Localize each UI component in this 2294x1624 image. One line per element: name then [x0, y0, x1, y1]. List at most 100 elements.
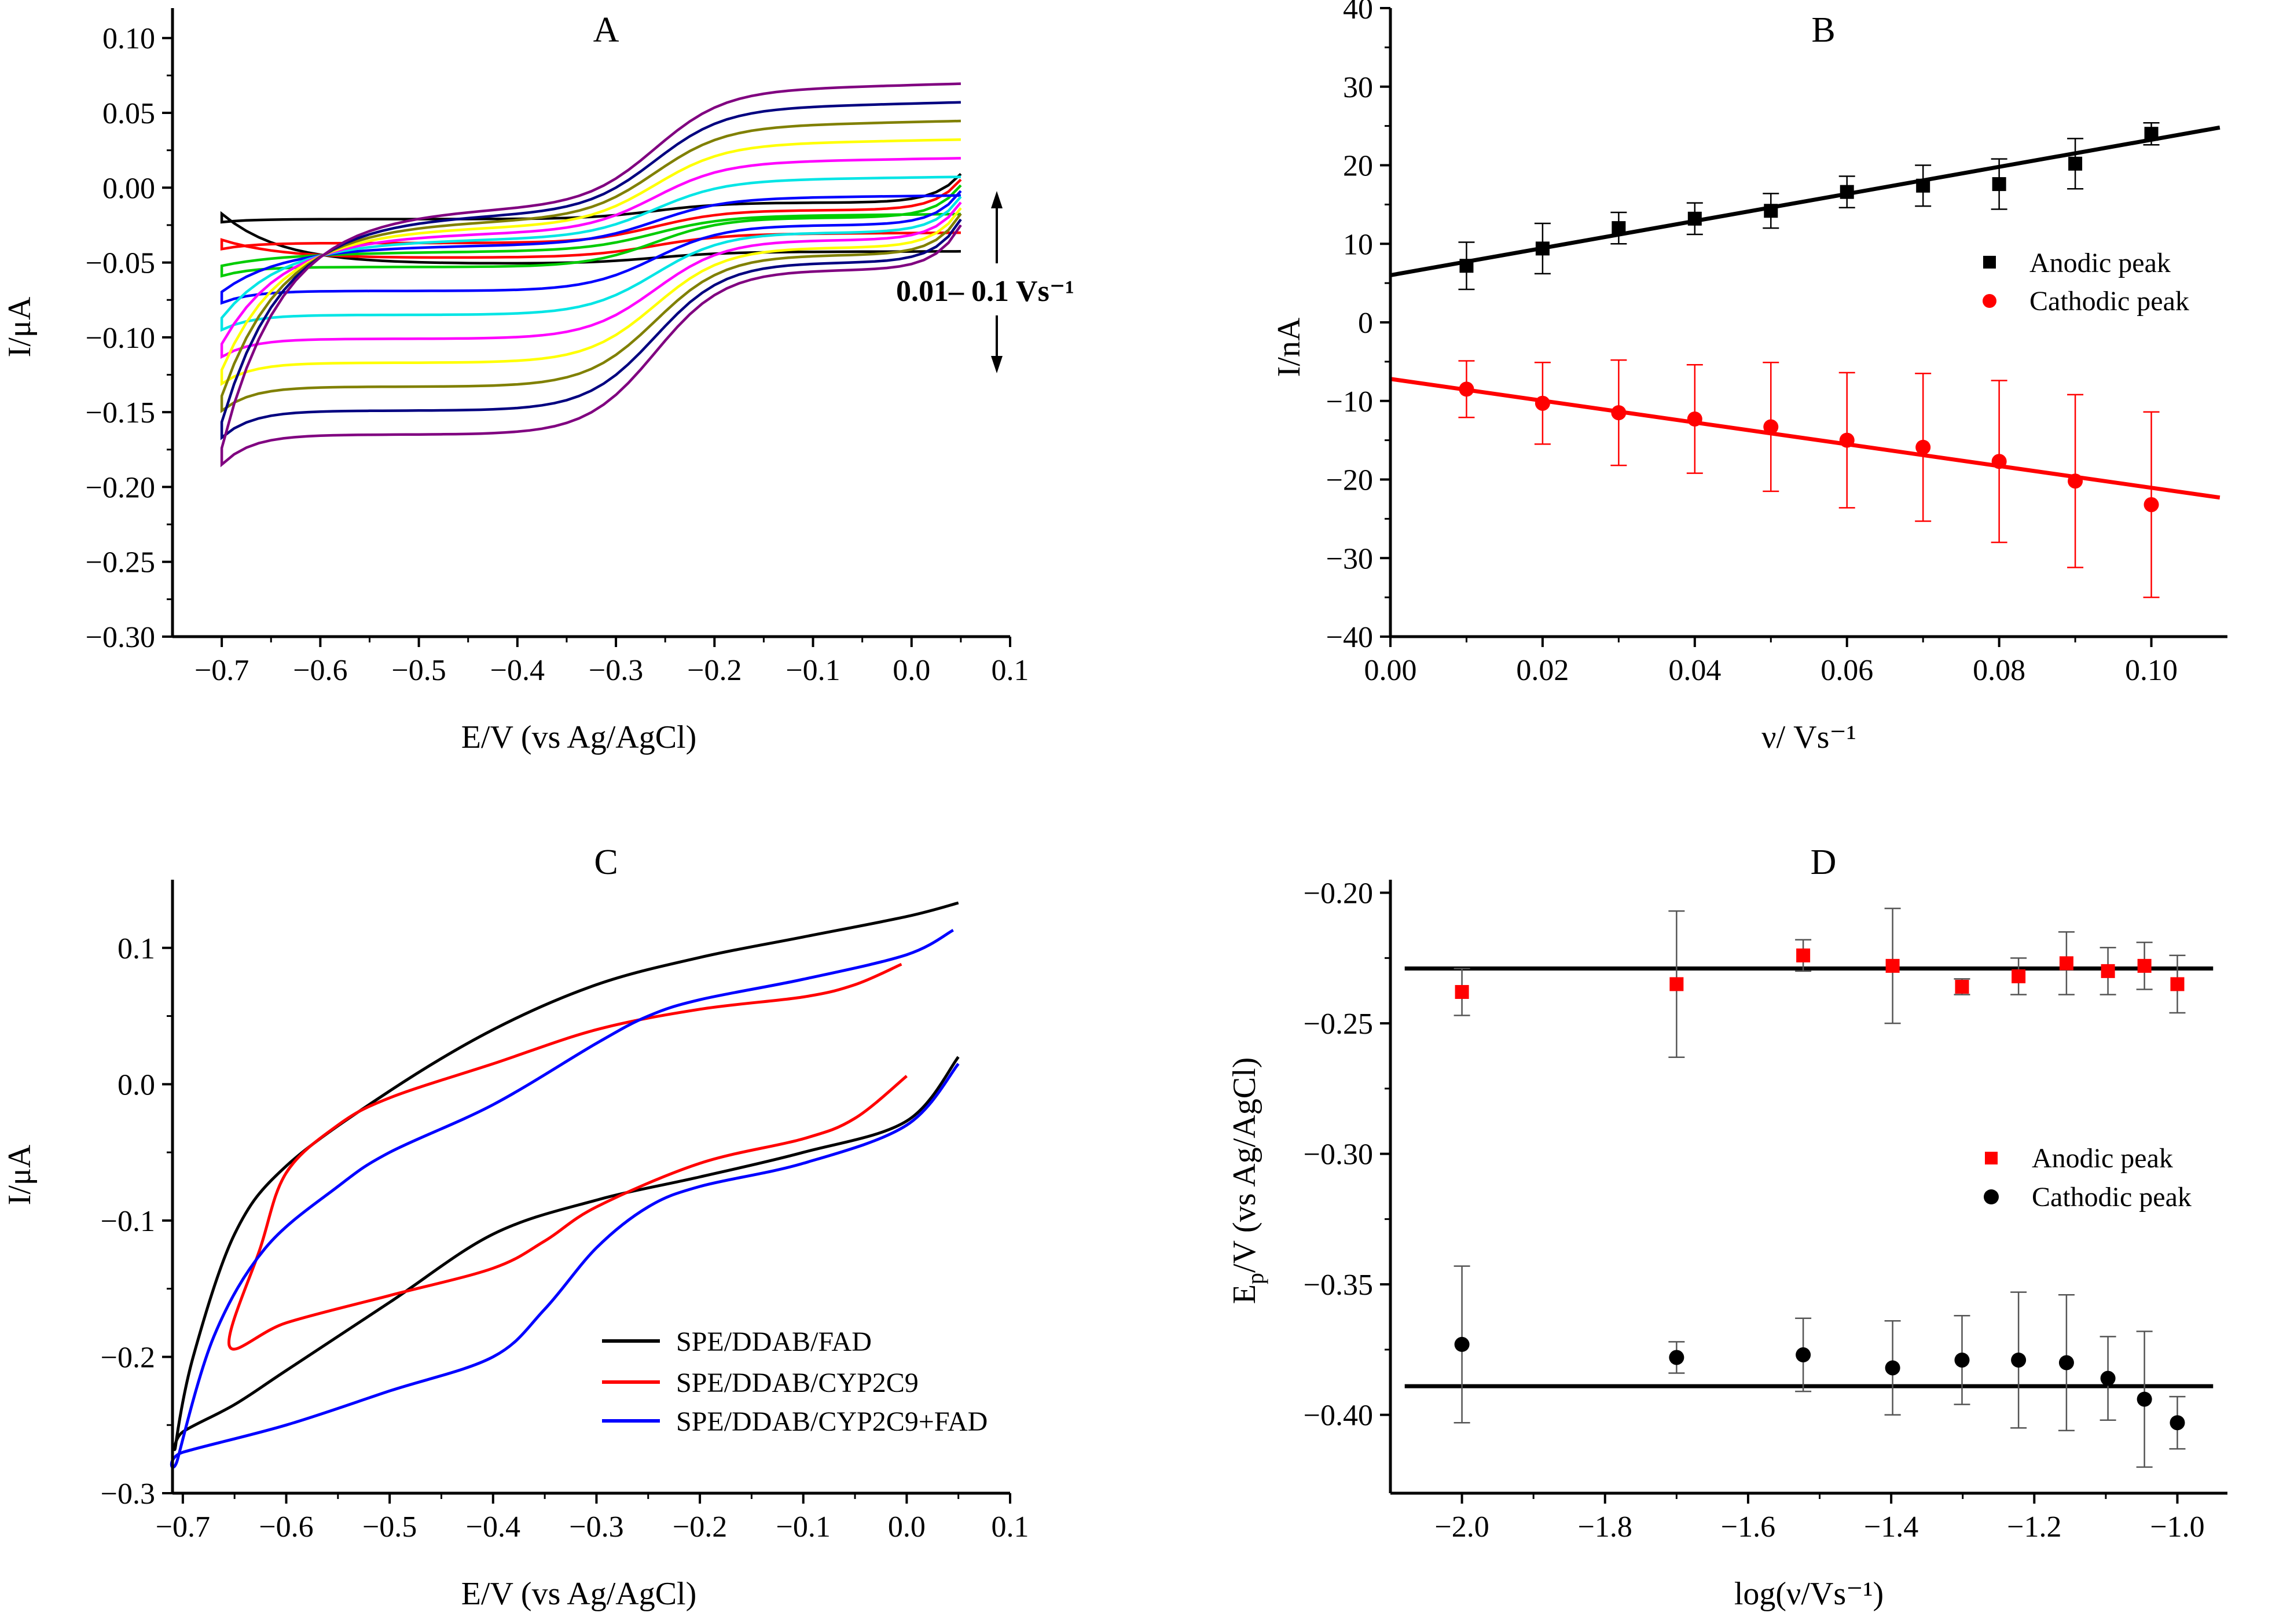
x-tick-label: 0.04: [1668, 654, 1721, 687]
legend-d-cathodic-marker: [1984, 1189, 1999, 1204]
panel-d-x-ticks: −2.0 −1.8 −1.6 −1.4 −1.2 −1.0: [1434, 1493, 2205, 1544]
x-tick-label: 0.1: [992, 654, 1029, 687]
x-tick-label: −0.3: [569, 1511, 623, 1544]
x-tick-label: −0.4: [490, 654, 545, 687]
data-point-square: [1885, 958, 1900, 973]
x-tick-label: 0.00: [1364, 654, 1417, 687]
y-tick-label: −40: [1326, 621, 1373, 654]
cv-curve-3: [170, 928, 960, 1469]
x-tick-label: −0.6: [293, 654, 347, 687]
data-point-circle: [2170, 1415, 2185, 1431]
x-tick-label: −0.1: [776, 1511, 831, 1544]
x-tick-label: 0.10: [2125, 654, 2178, 687]
x-tick-label: −1.8: [1578, 1511, 1632, 1544]
y-tick-label: −30: [1326, 542, 1373, 575]
legend-cyp2c9-label: SPE/DDAB/CYP2C9: [676, 1368, 919, 1398]
data-point-square: [1916, 178, 1930, 193]
data-point-square: [1796, 948, 1811, 962]
panel-b-series: [1390, 122, 2220, 598]
y-tick-label: −0.25: [86, 546, 155, 579]
data-point-circle: [1763, 419, 1779, 435]
scan-rate-annotation: 0.01– 0.1 Vs⁻¹: [896, 191, 1074, 373]
data-point-square: [1612, 221, 1626, 236]
data-point-square: [1455, 984, 1469, 999]
legend-anodic-label: Anodic peak: [2029, 248, 2171, 278]
y-tick-label: −0.05: [86, 247, 155, 280]
panel-b-y-ticks: 40 30 20 10 0 −10 −20 −30 −40: [1326, 0, 1390, 654]
panel-c-x-ticks: −0.7 −0.6 −0.5 −0.4 −0.3 −0.2 −0.1 0.0 0.1: [156, 1493, 1029, 1544]
panel-d-legend: Anodic peak Cathodic peak: [1984, 1143, 2192, 1213]
y-tick-label: −0.30: [1304, 1138, 1373, 1171]
x-tick-label: −0.3: [589, 654, 643, 687]
y-tick-label: 0.00: [102, 172, 155, 205]
panel-c-axes: [171, 880, 1010, 1495]
data-point-square: [2170, 977, 2185, 991]
x-tick-label: −0.2: [673, 1511, 727, 1544]
y-tick-label: −0.30: [86, 621, 155, 654]
voltammogram-7: [220, 138, 962, 386]
data-point-square: [1459, 259, 1474, 273]
panel-d-y-label-e: E: [1227, 1284, 1262, 1304]
voltammogram-2: [220, 178, 962, 259]
data-point-circle: [1535, 395, 1550, 411]
data-point-square: [2101, 964, 2115, 978]
y-tick-label: −0.15: [86, 396, 155, 429]
x-tick-label: −2.0: [1434, 1511, 1489, 1544]
data-point-square: [2059, 956, 2073, 971]
x-tick-label: −0.1: [786, 654, 840, 687]
panel-d-series: [1404, 907, 2214, 1468]
y-tick-label: −0.1: [101, 1205, 155, 1238]
data-point-square: [1764, 204, 1778, 218]
data-point-square: [1840, 185, 1854, 199]
y-tick-label: −0.20: [86, 471, 155, 504]
y-tick-label: −0.2: [101, 1341, 155, 1374]
panel-b-x-ticks: 0.00 0.02 0.04 0.06 0.08 0.10: [1364, 637, 2178, 687]
panel-c-y-ticks: 0.1 0.0 −0.1 −0.2 −0.3: [101, 932, 172, 1511]
data-point-circle: [1885, 1360, 1900, 1376]
x-tick-label: 0.0: [893, 654, 930, 687]
panel-a-y-label: I/μA: [2, 296, 38, 357]
y-tick-label: −0.3: [101, 1478, 155, 1511]
data-point-square: [2144, 127, 2159, 141]
x-tick-label: 0.0: [888, 1511, 926, 1544]
data-point-circle: [1669, 1350, 1684, 1365]
data-point-circle: [2100, 1371, 2116, 1386]
x-tick-label: 0.02: [1516, 654, 1569, 687]
data-point-circle: [1839, 432, 1855, 448]
panel-d-title: D: [1811, 843, 1837, 882]
x-tick-label: −1.6: [1721, 1511, 1775, 1544]
voltammogram-3: [220, 184, 962, 278]
y-tick-label: 0.0: [118, 1068, 155, 1101]
y-tick-label: −0.40: [1304, 1399, 1373, 1432]
x-tick-label: 0.08: [1973, 654, 2025, 687]
data-point-circle: [1954, 1352, 1970, 1368]
panel-d-y-label-sub: p: [1242, 1273, 1268, 1284]
data-point-circle: [1991, 454, 2007, 469]
legend-fad-label: SPE/DDAB/FAD: [676, 1327, 872, 1357]
data-point-square: [1955, 979, 1969, 994]
x-tick-label: −0.5: [362, 1511, 417, 1544]
y-tick-label: 0.05: [102, 97, 155, 130]
panel-c-x-label: E/V (vs Ag/AgCl): [461, 1576, 697, 1612]
panel-b-x-label-text: ν/ Vs⁻¹: [1761, 719, 1856, 755]
panel-b-x-label: ν/ Vs⁻¹: [1761, 719, 1856, 755]
panel-a-axes: [171, 8, 1010, 638]
y-tick-label: −10: [1326, 385, 1373, 418]
panel-c: C −0.7 −0.6 −0.5 −0.4 −0.3 −0.2 −0.1 0.0 0.1 0.1…: [2, 843, 1029, 1612]
y-tick-label: 0.10: [102, 23, 155, 56]
y-tick-label: 40: [1343, 0, 1373, 25]
scan-rate-label: 0.01– 0.1 Vs⁻¹: [896, 275, 1074, 308]
x-tick-label: −0.7: [156, 1511, 210, 1544]
x-tick-label: −0.7: [194, 654, 249, 687]
legend-cathodic-label: Cathodic peak: [2029, 286, 2189, 317]
data-point-square: [2137, 958, 2152, 973]
y-tick-label: 10: [1343, 228, 1373, 261]
y-tick-label: 0.1: [118, 932, 155, 965]
data-point-circle: [2143, 497, 2159, 512]
panel-d-axes: [1389, 880, 2227, 1495]
cv-curve-2: [227, 962, 908, 1351]
panel-b: B 0.00 0.02 0.04 0.06 0.08 0.10 40 30 20 10 0 −10 −…: [1271, 0, 2227, 755]
voltammogram-5: [220, 175, 962, 332]
x-tick-label: −1.2: [2007, 1511, 2061, 1544]
panel-b-y-label: I/nA: [1271, 317, 1307, 377]
